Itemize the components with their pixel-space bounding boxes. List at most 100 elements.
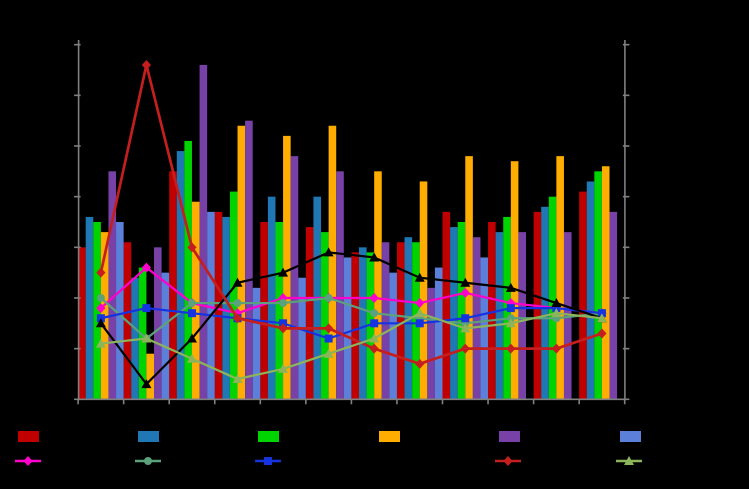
diamond-marker (460, 287, 470, 298)
bar (78, 247, 86, 400)
bar (237, 125, 246, 400)
bar (556, 156, 564, 400)
circle-marker (144, 457, 152, 465)
bar (267, 196, 276, 400)
bar (336, 171, 344, 400)
triangle-marker (369, 252, 380, 262)
legend-item-line-black (375, 456, 401, 465)
bar (222, 216, 230, 400)
bar (609, 211, 618, 400)
square-marker (324, 334, 333, 343)
diamond-marker (141, 59, 152, 70)
circle-marker (233, 299, 242, 308)
line-path (100, 296, 603, 340)
line-khaki-series (95, 308, 607, 384)
square-marker (187, 309, 196, 318)
bar (434, 267, 443, 400)
bar (184, 140, 192, 400)
triangle-marker (141, 333, 152, 343)
bar (161, 272, 170, 400)
bar (138, 267, 147, 400)
legend-item-line-seagreen (135, 457, 161, 465)
bar (116, 221, 124, 400)
circle-marker (96, 293, 105, 302)
triangle-marker (232, 277, 243, 287)
square-marker (264, 457, 272, 465)
diamond-marker (415, 358, 425, 369)
diamond-marker (324, 323, 334, 334)
bar (457, 221, 466, 400)
legend-item-line-blue (255, 457, 281, 465)
bar (389, 272, 397, 400)
line-black-series (95, 247, 607, 389)
bar (176, 151, 185, 400)
legend-item-bar-blue (138, 431, 159, 442)
diamond-marker (597, 328, 607, 339)
bar (465, 156, 473, 400)
diamond-marker (551, 343, 561, 354)
triangle-marker (460, 277, 471, 287)
bar (154, 247, 162, 400)
bar (427, 287, 435, 400)
circle-marker (324, 293, 333, 302)
line-path (99, 64, 603, 366)
bar (146, 353, 155, 400)
triangle-marker (186, 353, 197, 363)
bar (495, 232, 504, 400)
bar (381, 242, 390, 400)
bar (563, 232, 572, 400)
triangle-marker (505, 318, 516, 328)
bar (510, 161, 519, 400)
bar (594, 171, 602, 400)
triangle-marker (186, 333, 197, 343)
bar (396, 242, 405, 400)
triangle-marker (95, 338, 106, 348)
triangle-marker (323, 348, 334, 358)
bar (229, 191, 238, 400)
bar (93, 221, 101, 400)
square-marker (415, 319, 424, 328)
square-marker (142, 304, 151, 313)
bar (404, 237, 413, 400)
legend-swatch (620, 431, 641, 442)
bar (298, 277, 306, 400)
bar (305, 227, 314, 400)
square-marker (370, 319, 379, 328)
bar (321, 232, 329, 400)
bar (260, 221, 268, 400)
legend-item-bar-green (258, 431, 279, 442)
bar (169, 171, 177, 400)
bar (108, 171, 117, 400)
bar (419, 181, 428, 400)
square-marker (96, 314, 105, 323)
legend-swatch (18, 431, 39, 442)
diamond-marker (96, 303, 106, 314)
triangle-marker (596, 313, 607, 323)
legend-item-bar-orange (379, 431, 400, 442)
bar (488, 221, 496, 400)
circle-marker (187, 299, 196, 308)
bar-purple-series (108, 64, 618, 400)
triangle-marker (624, 456, 634, 465)
square-marker (461, 314, 470, 323)
triangle-marker (551, 298, 562, 308)
diamond-marker (23, 456, 33, 466)
line-path (100, 266, 603, 315)
diamond-marker (415, 298, 425, 309)
legend-item-bar-red (18, 431, 39, 442)
bar (472, 237, 481, 400)
triangle-marker (323, 247, 334, 257)
triangle-marker (505, 282, 516, 292)
line-seagreen-series (96, 293, 606, 343)
line-path (99, 251, 603, 386)
bar (191, 201, 200, 400)
diamond-marker (369, 343, 379, 354)
triangle-marker (95, 318, 106, 328)
circle-marker (370, 309, 379, 318)
bar (548, 196, 557, 400)
triangle-marker (278, 267, 289, 277)
circle-marker (279, 299, 288, 308)
triangle-marker (414, 308, 425, 318)
